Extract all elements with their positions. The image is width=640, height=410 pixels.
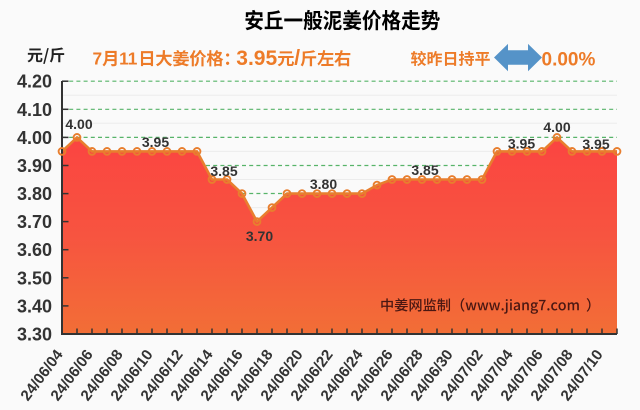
svg-text:3.95: 3.95 (508, 136, 535, 152)
svg-text:3.70: 3.70 (17, 212, 52, 232)
svg-text:3.95: 3.95 (236, 47, 277, 70)
svg-text:3.90: 3.90 (17, 156, 52, 176)
svg-text:/: / (294, 47, 300, 70)
svg-text:3.40: 3.40 (17, 296, 52, 316)
svg-text:3.80: 3.80 (310, 176, 337, 192)
svg-text:4.00: 4.00 (543, 119, 570, 135)
svg-text:3.95: 3.95 (582, 136, 609, 152)
svg-text:4.00: 4.00 (17, 128, 52, 148)
svg-text:4.10: 4.10 (17, 100, 52, 120)
svg-text:7: 7 (93, 48, 103, 68)
svg-text:3.60: 3.60 (17, 240, 52, 260)
svg-text:4.00: 4.00 (65, 116, 92, 132)
svg-text:3.80: 3.80 (17, 184, 52, 204)
svg-text:3.95: 3.95 (142, 134, 169, 150)
svg-text:3.70: 3.70 (246, 228, 273, 244)
svg-text:4.20: 4.20 (17, 72, 52, 92)
svg-text:3.30: 3.30 (17, 325, 52, 345)
svg-text:3.85: 3.85 (411, 162, 438, 178)
svg-text:3.50: 3.50 (17, 268, 52, 288)
svg-text:0.00%: 0.00% (542, 50, 596, 71)
svg-text:3.85: 3.85 (210, 163, 237, 179)
svg-text:11: 11 (119, 48, 138, 68)
